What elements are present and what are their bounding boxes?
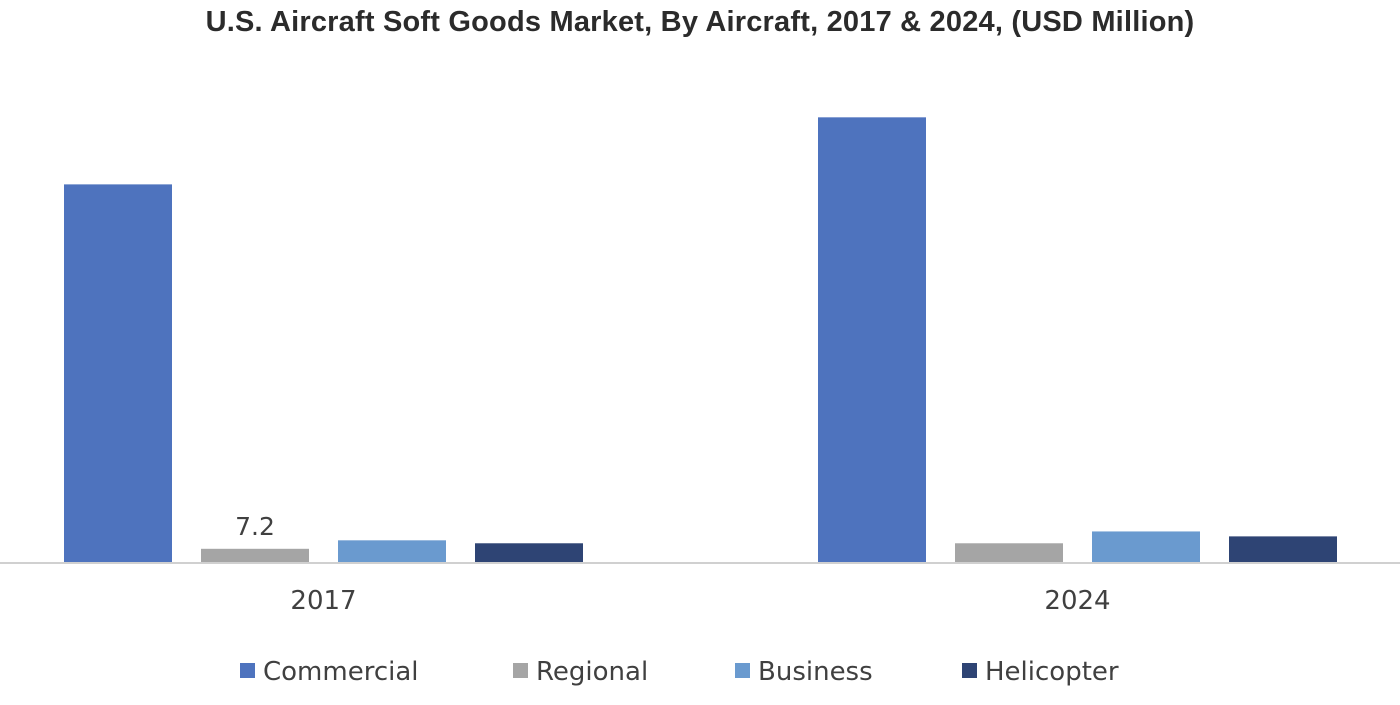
legend-label-helicopter: Helicopter: [985, 657, 1119, 687]
bar-business-2017: [338, 540, 446, 563]
bar-regional-2024: [955, 543, 1063, 563]
x-tick-label-2017: 2017: [290, 586, 356, 616]
legend-swatch-business: [735, 663, 750, 678]
bar-commercial-2017: [64, 184, 172, 563]
legend-swatch-regional: [513, 663, 528, 678]
legend-swatch-helicopter: [962, 663, 977, 678]
legend-swatch-commercial: [240, 663, 255, 678]
bar-helicopter-2024: [1229, 536, 1337, 563]
data-label-regional-2017: 7.2: [235, 512, 275, 541]
bar-helicopter-2017: [475, 543, 583, 563]
bar-business-2024: [1092, 531, 1200, 563]
bar-commercial-2024: [818, 117, 926, 563]
legend-label-business: Business: [758, 657, 873, 687]
legend-label-regional: Regional: [536, 657, 648, 687]
bar-regional-2017: [201, 548, 309, 563]
chart-title: U.S. Aircraft Soft Goods Market, By Airc…: [205, 6, 1195, 38]
x-tick-label-2024: 2024: [1044, 586, 1110, 616]
legend-label-commercial: Commercial: [263, 657, 419, 687]
